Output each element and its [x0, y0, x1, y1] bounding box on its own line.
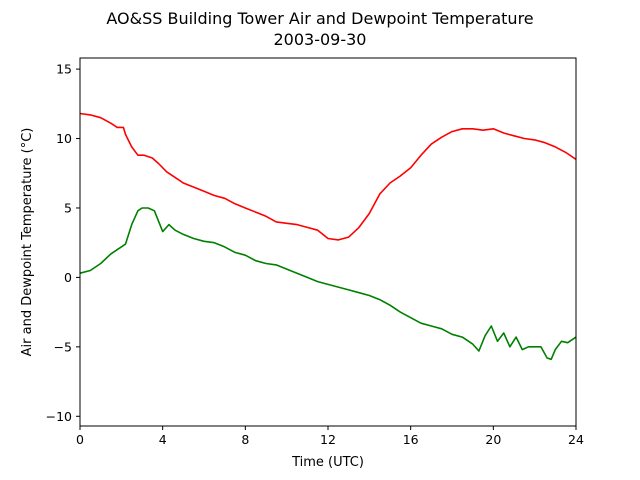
plot-frame — [79, 57, 577, 427]
x-tick-label: 4 — [159, 432, 167, 447]
series-line-0 — [79, 112, 577, 241]
y-tick-label: −5 — [54, 339, 72, 354]
x-tick-label: 16 — [403, 432, 419, 447]
y-tick-label: 5 — [64, 200, 72, 215]
plot-series — [79, 112, 577, 361]
chart-title: AO&SS Building Tower Air and Dewpoint Te… — [106, 9, 533, 28]
x-axis-label: Time (UTC) — [291, 455, 364, 470]
y-tick-label: 0 — [64, 270, 72, 285]
x-tick-label: 20 — [485, 432, 501, 447]
x-tick-label: 24 — [568, 432, 584, 447]
x-tick-label: 0 — [76, 432, 84, 447]
y-axis: −10 −5 0 5 10 15 — [46, 62, 80, 424]
chart-subtitle: 2003-09-30 — [274, 30, 367, 49]
y-tick-label: 15 — [56, 62, 72, 77]
y-tick-label: −10 — [46, 409, 72, 424]
x-axis: 0 4 8 12 16 20 24 — [76, 426, 584, 447]
x-tick-label: 12 — [320, 432, 336, 447]
y-tick-label: 10 — [56, 131, 72, 146]
y-axis-label: Air and Dewpoint Temperature (°C) — [20, 128, 35, 357]
series-line-1 — [79, 207, 577, 361]
x-tick-label: 8 — [241, 432, 249, 447]
